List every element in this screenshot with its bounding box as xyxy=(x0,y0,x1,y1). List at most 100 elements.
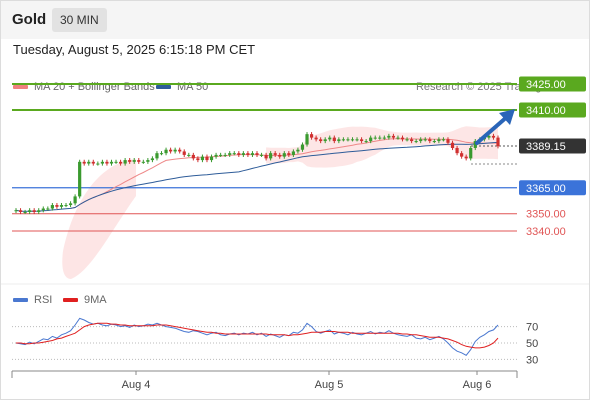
candle-body xyxy=(455,147,459,154)
candle-body xyxy=(323,139,327,142)
candle-body xyxy=(400,137,405,140)
candle-body xyxy=(64,205,68,207)
candle-body xyxy=(37,210,41,212)
candle-body xyxy=(219,154,223,156)
candle-body xyxy=(187,154,191,156)
candle-body xyxy=(496,137,500,147)
candle-body xyxy=(91,161,95,164)
candle-body xyxy=(105,161,109,164)
candle-body xyxy=(228,153,232,155)
ma50-line xyxy=(15,141,499,212)
candle-body xyxy=(96,163,100,165)
candle-body xyxy=(387,135,391,138)
candle-body xyxy=(328,137,332,140)
candle-body xyxy=(373,137,377,139)
candle-body xyxy=(150,158,155,161)
candle-body xyxy=(432,141,436,143)
candle-body xyxy=(114,161,118,163)
candle-body xyxy=(28,210,32,212)
candle-body xyxy=(173,149,177,152)
candle-body xyxy=(441,139,446,141)
candle-body xyxy=(423,139,427,141)
rsi-tick-70: 70 xyxy=(526,322,538,334)
candle-body xyxy=(23,211,27,213)
label-r2: 3425.00 xyxy=(526,79,566,91)
candle-body xyxy=(473,141,477,148)
candle-body xyxy=(305,134,309,145)
candle-body xyxy=(300,144,305,150)
candle-body xyxy=(159,153,164,155)
candle-body xyxy=(164,149,168,154)
candle-body xyxy=(405,139,409,141)
legend-rsi-label: RSI xyxy=(34,294,53,306)
label-s1: 3365.00 xyxy=(526,183,566,195)
candle-body xyxy=(109,161,114,164)
ma20-swatch xyxy=(13,85,28,90)
label-current: 3389.15 xyxy=(526,141,566,153)
candle-body xyxy=(237,153,241,155)
candle-body xyxy=(309,134,314,138)
candle-body xyxy=(259,154,264,156)
label-r2-bg xyxy=(519,76,586,92)
candle-body xyxy=(128,160,132,162)
label-s3: 3340.00 xyxy=(526,226,566,238)
candle-body xyxy=(41,208,45,211)
candle-body xyxy=(296,149,300,152)
candle-body xyxy=(200,156,205,161)
candle-body xyxy=(450,142,455,148)
datetime-label: Tuesday, August 5, 2025 6:15:18 PM CET xyxy=(13,42,256,57)
candle-body xyxy=(487,135,491,138)
candle-body xyxy=(264,154,268,159)
candle-body xyxy=(414,141,418,143)
candle-body xyxy=(155,153,159,159)
candle-body xyxy=(282,153,286,157)
candle-body xyxy=(460,153,464,157)
candle-body xyxy=(428,139,432,142)
candle-body xyxy=(78,161,82,197)
candle-body xyxy=(82,161,86,164)
candle-body xyxy=(123,160,127,164)
candle-body xyxy=(232,153,236,155)
candle-body xyxy=(191,154,195,159)
candle-body xyxy=(146,160,150,162)
candle-body xyxy=(137,160,141,162)
candle-body xyxy=(369,137,373,142)
candle-body xyxy=(391,135,396,138)
candle-body xyxy=(341,139,345,141)
candle-body xyxy=(169,149,173,152)
candle-body xyxy=(491,135,496,138)
candle-body xyxy=(14,210,18,212)
label-r1-bg xyxy=(519,102,586,118)
legend-9ma: 9MA xyxy=(63,294,107,306)
x-tick-label: Aug 5 xyxy=(315,379,344,391)
candle-body xyxy=(59,205,64,207)
candle-body xyxy=(446,139,450,143)
candle-body xyxy=(337,139,341,142)
projection-arrow-head xyxy=(499,109,515,125)
candle-body xyxy=(464,156,468,159)
timeframe-badge[interactable]: 30 MIN xyxy=(52,8,107,32)
candle-body xyxy=(18,210,23,212)
instrument-title: Gold xyxy=(12,11,47,28)
candle-body xyxy=(287,153,291,155)
x-tick-label: Aug 4 xyxy=(122,379,151,391)
candle-body xyxy=(437,139,441,142)
rsi-tick-50: 50 xyxy=(526,338,538,350)
candle-body xyxy=(132,160,136,162)
candle-body xyxy=(255,153,259,155)
candle-body xyxy=(141,161,145,163)
candle-body xyxy=(118,161,123,164)
candle-body xyxy=(196,158,200,161)
label-r1: 3410.00 xyxy=(526,105,566,117)
bollinger-band-early xyxy=(62,159,136,279)
candle-body xyxy=(382,137,386,139)
candle-body xyxy=(250,153,255,155)
candle-body xyxy=(87,161,91,164)
candle-body xyxy=(269,153,273,159)
candle-body xyxy=(100,161,104,164)
candle-body xyxy=(241,153,245,155)
candle-body xyxy=(178,149,182,152)
candle-body xyxy=(469,147,473,159)
projection-arrow xyxy=(475,114,510,145)
